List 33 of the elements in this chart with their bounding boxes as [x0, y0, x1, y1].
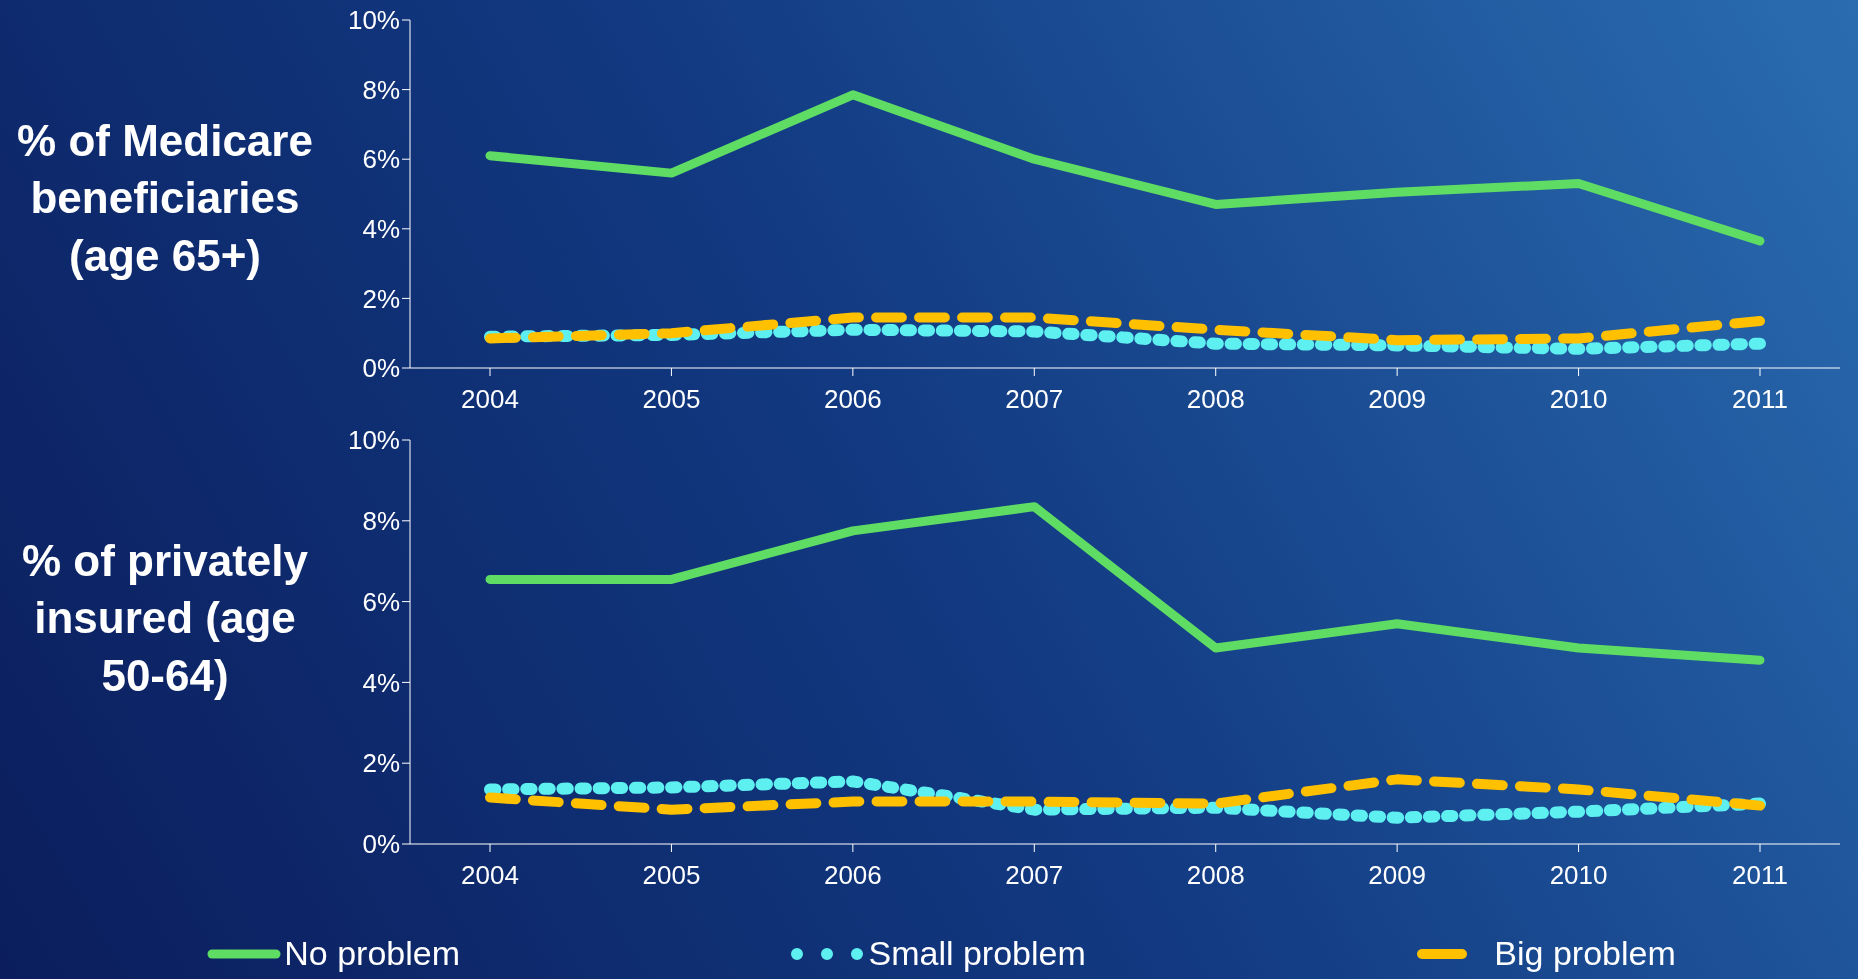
- y-axis-title: % of privately insured (age 50-64): [20, 535, 310, 702]
- x-tick-label: 2011: [1732, 860, 1788, 891]
- x-tick-label: 2004: [461, 384, 519, 415]
- y-tick-label: 8%: [362, 506, 400, 537]
- x-tick-label: 2009: [1368, 860, 1427, 891]
- y-axis-title: % of Medicare beneficiaries (age 65+): [16, 115, 314, 282]
- y-tick-label: 4%: [362, 214, 400, 245]
- x-tick-label: 2004: [461, 860, 519, 891]
- x-tick-label: 2008: [1186, 384, 1245, 415]
- y-tick-label: 6%: [362, 586, 400, 617]
- legend-label: Big problem: [1494, 934, 1676, 973]
- y-tick-label: 10%: [347, 5, 400, 36]
- x-tick-label: 2007: [1005, 384, 1064, 415]
- x-tick-label: 2006: [823, 860, 882, 891]
- x-tick-label: 2010: [1549, 860, 1608, 891]
- x-tick-label: 2007: [1005, 860, 1064, 891]
- legend-label: No problem: [284, 934, 460, 973]
- x-tick-label: 2011: [1732, 384, 1788, 415]
- x-tick-label: 2005: [642, 384, 701, 415]
- y-tick-label: 4%: [362, 667, 400, 698]
- legend-label: Small problem: [868, 934, 1086, 973]
- y-tick-label: 6%: [362, 144, 400, 175]
- y-tick-label: 0%: [362, 829, 400, 860]
- y-tick-label: 8%: [362, 74, 400, 105]
- x-tick-label: 2009: [1368, 384, 1427, 415]
- y-tick-label: 2%: [362, 283, 400, 314]
- x-tick-label: 2006: [823, 384, 882, 415]
- y-tick-label: 2%: [362, 748, 400, 779]
- y-tick-label: 0%: [362, 353, 400, 384]
- x-tick-label: 2010: [1549, 384, 1608, 415]
- y-tick-label: 10%: [347, 425, 400, 456]
- x-tick-label: 2005: [642, 860, 701, 891]
- x-tick-label: 2008: [1186, 860, 1245, 891]
